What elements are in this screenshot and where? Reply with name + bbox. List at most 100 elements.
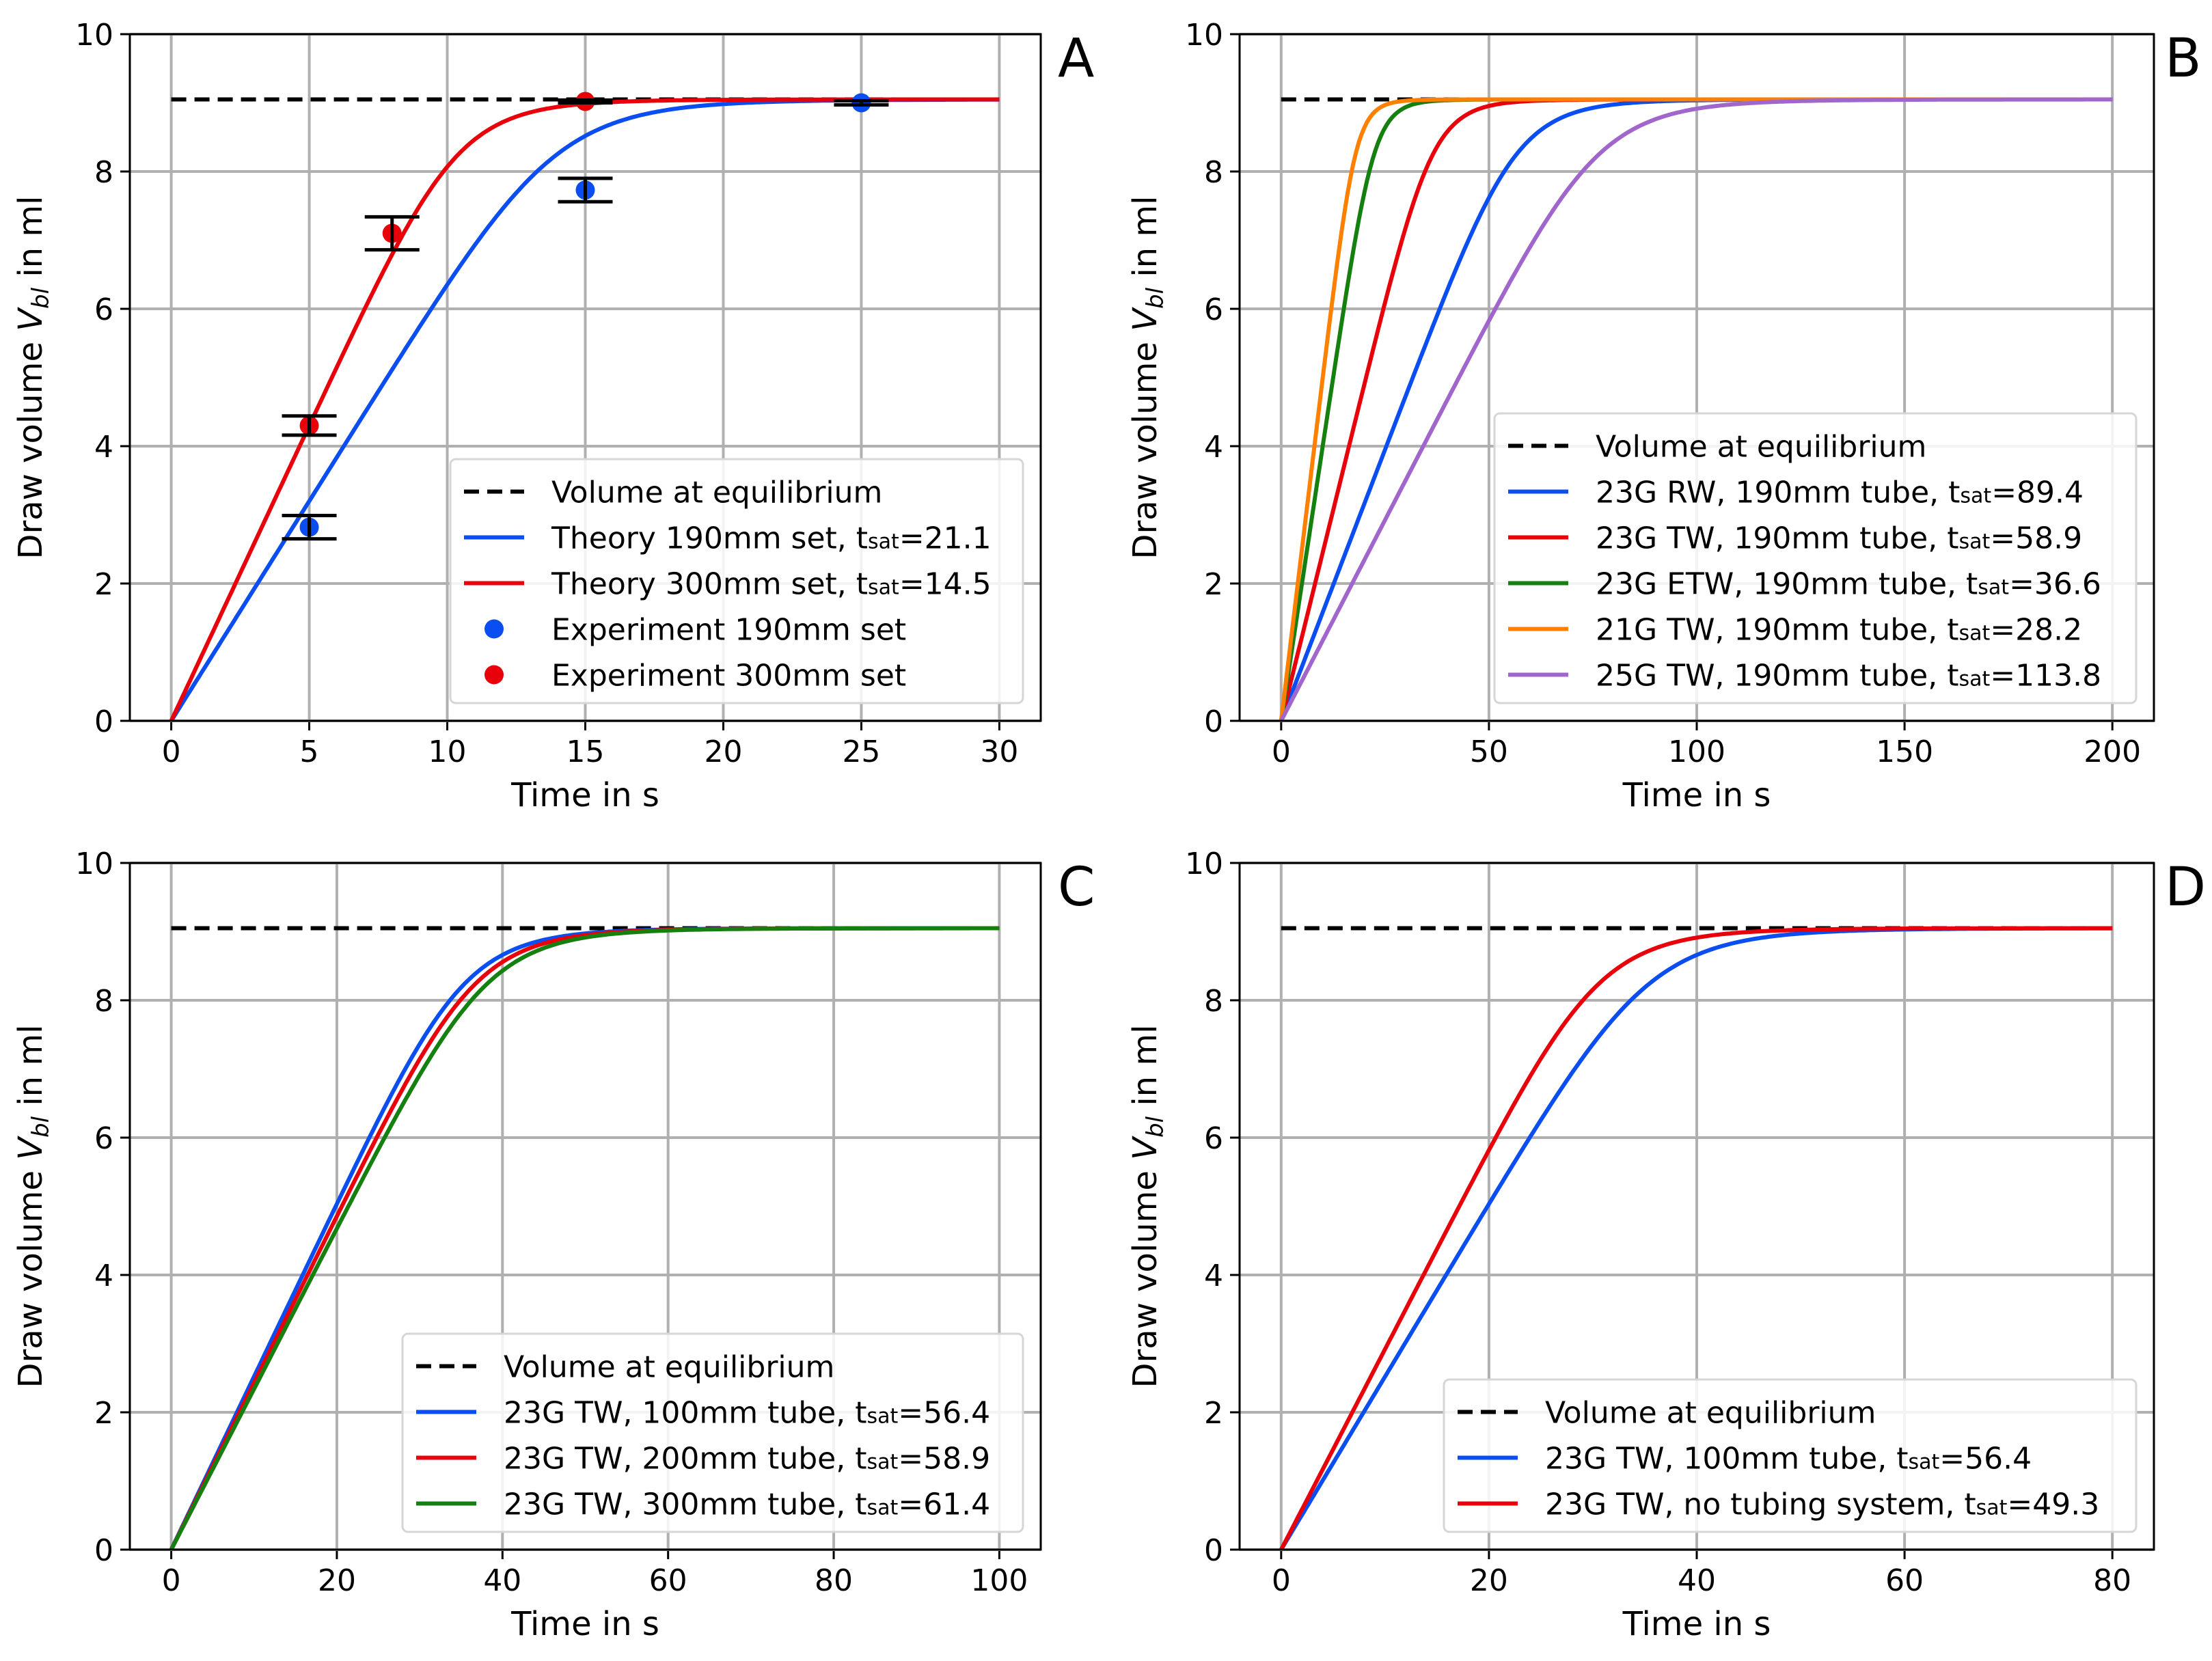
y-tick-label: 4 (94, 430, 113, 465)
y-tick-label: 10 (75, 18, 113, 53)
panel-letter: B (2165, 28, 2202, 90)
y-tick-label: 4 (1204, 430, 1223, 465)
y-axis-label: Draw volume Vbl in ml (12, 196, 55, 560)
tsat-subscript: sat (1978, 576, 2009, 600)
y-label-sub: bl (27, 287, 55, 309)
y-tick-label: 8 (94, 984, 113, 1019)
x-tick-label: 20 (318, 1563, 356, 1598)
legend-item: 23G TW, 200mm tube, tsat=58.9 (416, 1442, 990, 1477)
axes-frame (128, 862, 1042, 1551)
legend-label: Experiment 300mm set (551, 659, 906, 694)
legend-item: 25G TW, 190mm tube, tsat=113.8 (1508, 659, 2101, 694)
y-tick-label: 6 (1204, 292, 1223, 327)
x-tick-label: 100 (970, 1563, 1028, 1598)
legend-label: Volume at equilibrium (1545, 1396, 1876, 1431)
legend-box (1443, 1378, 2138, 1533)
y-label-sub: bl (1142, 287, 1169, 309)
y-tick-label: 10 (1185, 847, 1223, 881)
legend-label-value: =14.5 (899, 567, 992, 602)
x-tick-label: 50 (1470, 735, 1508, 769)
legend-label: 23G TW, 200mm tube, tsat=58.9 (504, 1442, 990, 1477)
legend-label: Experiment 190mm set (551, 613, 906, 648)
x-axis-label: Time in s (1622, 1605, 1771, 1643)
y-tick-label: 0 (94, 704, 113, 739)
x-tick-label: 0 (162, 735, 181, 769)
plot-area (1279, 926, 2113, 1550)
legend-label-value: =21.1 (899, 521, 992, 556)
legend-box (401, 1332, 1024, 1533)
tsat-subscript: sat (1960, 484, 1991, 508)
x-tick-label: 200 (2084, 735, 2141, 769)
series-line-1 (1279, 926, 2113, 1550)
legend-label-text: 23G TW, 190mm tube, t (1596, 521, 1958, 556)
plot-area (169, 92, 1000, 721)
y-tick-label: 6 (94, 1121, 113, 1156)
y-label-suffix: in ml (1126, 196, 1164, 288)
legend-label-value: =28.2 (1990, 613, 2082, 648)
y-label-prefix: Draw volume (12, 331, 50, 560)
legend: Volume at equilibrium Theory 190mm set, t… (449, 458, 1024, 704)
y-tick-label: 4 (1204, 1259, 1223, 1293)
legend-item: 23G TW, no tubing system, tsat=49.3 (1458, 1487, 2099, 1522)
panel-letter: D (2165, 857, 2206, 918)
legend-label-value: =36.6 (2009, 567, 2101, 602)
legend-label-value: =113.8 (1990, 659, 2101, 694)
legend-label-text: 23G TW, 300mm tube, t (504, 1487, 866, 1522)
legend-box (449, 458, 1024, 704)
legend-item: 23G TW, 100mm tube, tsat=56.4 (416, 1396, 990, 1431)
x-tick-label: 60 (649, 1563, 687, 1598)
plot-area (169, 926, 1000, 1550)
y-label-sub: bl (27, 1116, 55, 1138)
y-tick-label: 10 (1185, 18, 1223, 53)
legend-item: Volume at equilibrium (416, 1350, 834, 1385)
legend-label-text: 23G TW, 100mm tube, t (1545, 1442, 1908, 1477)
panel-letter: C (1058, 857, 1095, 918)
x-tick-label: 0 (1272, 1563, 1291, 1598)
x-tick-label: 0 (162, 1563, 181, 1598)
panel-letter: A (1058, 28, 1094, 90)
legend-label-value: =89.4 (1991, 476, 2084, 510)
legend-label-text: Theory 300mm set, t (551, 567, 868, 602)
y-tick-label: 8 (1204, 984, 1223, 1019)
tsat-subscript: sat (1976, 1496, 2008, 1520)
legend-label: 23G TW, no tubing system, tsat=49.3 (1545, 1487, 2099, 1522)
panel-D: 0 20 40 60 80 0 2 4 6 8 10 Time in s Draw volume Vbl… (1126, 847, 2206, 1643)
legend-label-text: 23G TW, no tubing system, t (1545, 1487, 1976, 1522)
legend-label-value: =58.9 (898, 1442, 990, 1477)
legend-label: 23G ETW, 190mm tube, tsat=36.6 (1596, 567, 2101, 602)
y-label-suffix: in ml (12, 196, 50, 288)
x-tick-label: 5 (300, 735, 319, 769)
legend-item: 23G TW, 100mm tube, tsat=56.4 (1458, 1442, 2032, 1477)
legend-label: 25G TW, 190mm tube, tsat=113.8 (1596, 659, 2101, 694)
axes-frame (1238, 862, 2155, 1551)
y-axis-label: Draw volume Vbl in ml (1126, 1025, 1169, 1388)
y-label-var: V (1126, 307, 1164, 331)
legend-label: 21G TW, 190mm tube, tsat=28.2 (1596, 613, 2082, 648)
legend-item: 23G TW, 300mm tube, tsat=61.4 (416, 1487, 990, 1522)
plot-area (1279, 97, 2113, 721)
legend-label-text: 23G RW, 190mm tube, t (1596, 476, 1960, 510)
legend-box (1493, 412, 2138, 704)
legend-item: Volume at equilibrium (1508, 430, 1926, 465)
legend-label: Volume at equilibrium (551, 476, 882, 510)
x-tick-label: 15 (566, 735, 605, 769)
legend-label-value: =56.4 (898, 1396, 990, 1431)
legend-swatch-dot (484, 619, 504, 639)
legend-label: Volume at equilibrium (1596, 430, 1926, 465)
tsat-subscript: sat (1958, 530, 1990, 554)
y-tick-label: 0 (1204, 1533, 1223, 1568)
x-tick-label: 20 (704, 735, 742, 769)
legend-item: Theory 300mm set, tsat=14.5 (464, 567, 992, 602)
legend-label: 23G TW, 300mm tube, tsat=61.4 (504, 1487, 990, 1522)
legend-item: Experiment 300mm set (484, 659, 906, 694)
tsat-subscript: sat (1958, 622, 1990, 646)
panel-C: 0 20 40 60 80 100 0 2 4 6 8 10 Time in s Draw volume … (12, 847, 1095, 1643)
x-tick-label: 10 (428, 735, 467, 769)
x-tick-label: 0 (1272, 735, 1291, 769)
y-tick-label: 0 (94, 1533, 113, 1568)
legend-label-text: Theory 190mm set, t (551, 521, 868, 556)
x-tick-label: 150 (1876, 735, 1933, 769)
x-axis-label: Time in s (1622, 776, 1771, 814)
y-label-prefix: Draw volume (12, 1160, 50, 1388)
